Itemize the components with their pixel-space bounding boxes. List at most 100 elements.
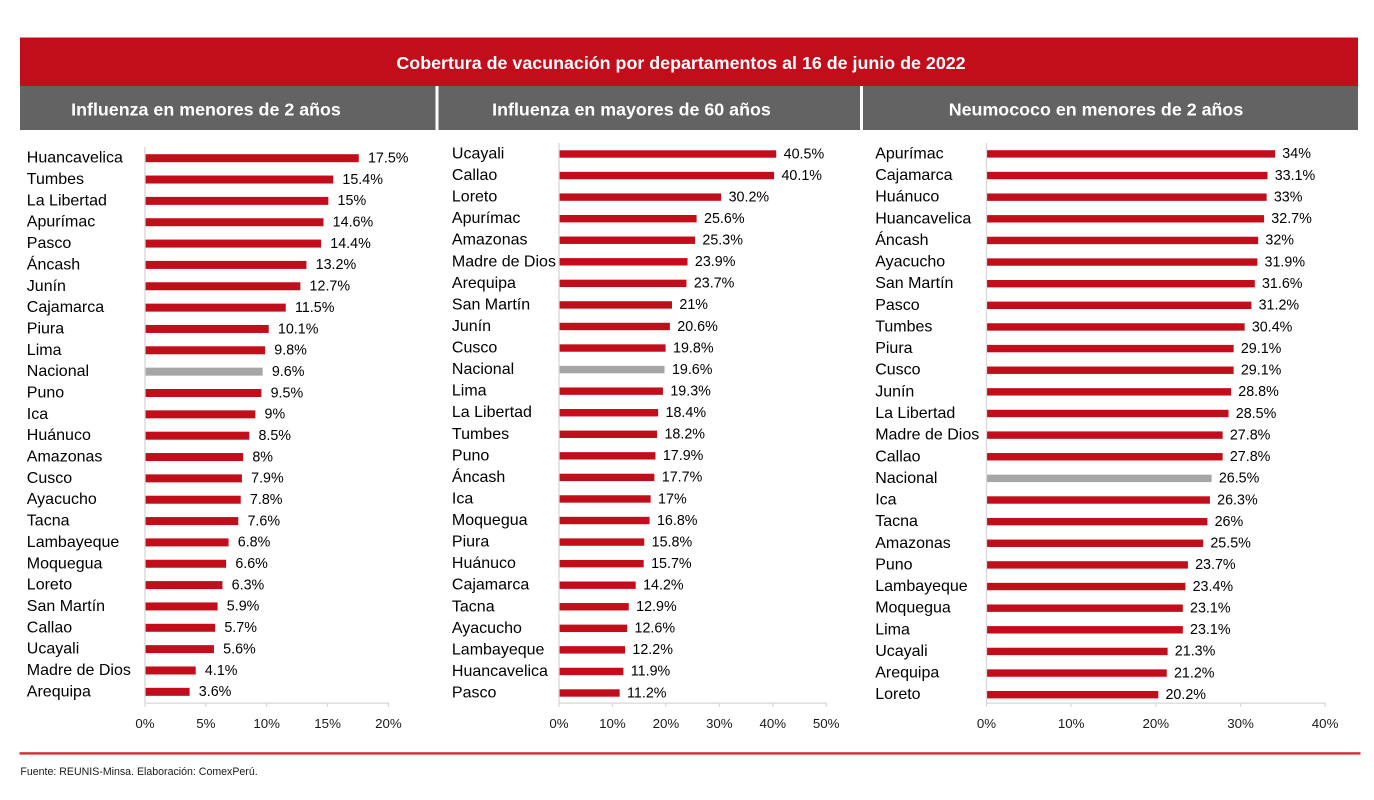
svg-text:0%: 0% [977, 716, 996, 731]
svg-text:Pasco: Pasco [875, 297, 920, 314]
svg-text:Ayacucho: Ayacucho [27, 491, 97, 508]
svg-text:9.6%: 9.6% [272, 364, 305, 380]
svg-text:15.8%: 15.8% [652, 534, 693, 550]
svg-text:Huánuco: Huánuco [452, 555, 516, 572]
svg-text:13.2%: 13.2% [316, 257, 357, 273]
svg-text:Junín: Junín [27, 278, 66, 295]
svg-text:3.6%: 3.6% [199, 684, 232, 700]
svg-text:Nacional: Nacional [452, 361, 514, 378]
svg-text:28.8%: 28.8% [1238, 384, 1279, 400]
svg-text:25.3%: 25.3% [702, 233, 743, 249]
svg-text:6.8%: 6.8% [238, 535, 271, 551]
svg-text:5.7%: 5.7% [224, 620, 257, 636]
svg-text:27.8%: 27.8% [1230, 449, 1271, 465]
svg-text:33.1%: 33.1% [1275, 168, 1316, 184]
svg-text:18.4%: 18.4% [666, 405, 707, 421]
svg-text:Apurímac: Apurímac [27, 214, 95, 231]
svg-text:32.7%: 32.7% [1271, 211, 1312, 227]
svg-text:Cobertura de vacunación por de: Cobertura de vacunación por departamento… [396, 53, 965, 73]
svg-text:40%: 40% [1312, 716, 1339, 731]
svg-text:8%: 8% [252, 449, 273, 465]
svg-text:Lima: Lima [452, 383, 487, 400]
svg-text:Loreto: Loreto [452, 189, 497, 206]
svg-text:20%: 20% [375, 716, 402, 731]
svg-text:20%: 20% [1142, 716, 1169, 731]
svg-text:20%: 20% [653, 716, 680, 731]
svg-text:Neumococo en menores de 2 años: Neumococo en menores de 2 años [949, 99, 1244, 119]
svg-text:40.1%: 40.1% [781, 168, 822, 184]
svg-text:29.1%: 29.1% [1241, 363, 1282, 379]
svg-text:19.8%: 19.8% [673, 340, 714, 356]
svg-text:12.9%: 12.9% [636, 599, 677, 615]
svg-text:Puno: Puno [875, 556, 912, 573]
svg-text:29.1%: 29.1% [1241, 341, 1282, 357]
svg-text:14.2%: 14.2% [643, 578, 684, 594]
svg-text:Madre de Dios: Madre de Dios [27, 662, 131, 679]
svg-text:La Libertad: La Libertad [27, 192, 107, 209]
svg-text:Moquegua: Moquegua [27, 555, 103, 572]
svg-text:Pasco: Pasco [27, 235, 72, 252]
svg-text:Callao: Callao [875, 448, 920, 465]
svg-text:Áncash: Áncash [875, 230, 928, 249]
svg-text:20.2%: 20.2% [1165, 687, 1206, 703]
svg-text:27.8%: 27.8% [1230, 427, 1271, 443]
svg-text:Fuente: REUNIS-Minsa. Elaborac: Fuente: REUNIS-Minsa. Elaboración: Comex… [20, 766, 257, 778]
svg-text:9%: 9% [265, 407, 286, 423]
svg-text:Nacional: Nacional [27, 363, 89, 380]
svg-text:Junín: Junín [452, 318, 491, 335]
svg-text:Piura: Piura [27, 320, 64, 337]
svg-text:Huancavelica: Huancavelica [27, 150, 123, 167]
svg-text:32%: 32% [1265, 233, 1294, 249]
svg-text:Lambayeque: Lambayeque [27, 534, 120, 551]
svg-text:0%: 0% [549, 716, 568, 731]
svg-text:San Martín: San Martín [875, 275, 953, 292]
svg-text:4.1%: 4.1% [205, 663, 238, 679]
svg-text:Lima: Lima [27, 342, 62, 359]
svg-text:Tacna: Tacna [452, 598, 495, 615]
svg-text:33%: 33% [1274, 189, 1303, 205]
svg-text:25.5%: 25.5% [1210, 536, 1251, 552]
svg-text:San Martín: San Martín [452, 296, 530, 313]
svg-text:Puno: Puno [27, 385, 64, 402]
svg-text:Huánuco: Huánuco [27, 427, 91, 444]
svg-text:Arequipa: Arequipa [452, 275, 516, 292]
svg-text:10%: 10% [253, 716, 280, 731]
svg-text:9.8%: 9.8% [274, 343, 307, 359]
svg-text:Arequipa: Arequipa [27, 683, 91, 700]
svg-text:Ucayali: Ucayali [875, 643, 927, 660]
svg-text:Pasco: Pasco [452, 685, 497, 702]
svg-text:21.3%: 21.3% [1175, 644, 1216, 660]
svg-text:Huancavelica: Huancavelica [875, 210, 971, 227]
svg-text:10.1%: 10.1% [278, 321, 319, 337]
svg-text:Apurímac: Apurímac [875, 145, 943, 162]
svg-text:Ayacucho: Ayacucho [452, 620, 522, 637]
svg-text:Lambayeque: Lambayeque [875, 578, 968, 595]
svg-text:Amazonas: Amazonas [452, 232, 528, 249]
svg-text:16.8%: 16.8% [657, 513, 698, 529]
svg-text:Cajamarca: Cajamarca [27, 299, 104, 316]
svg-text:30.2%: 30.2% [729, 189, 770, 205]
svg-text:14.6%: 14.6% [333, 215, 374, 231]
svg-text:Ayacucho: Ayacucho [875, 254, 945, 271]
svg-text:Ucayali: Ucayali [27, 641, 79, 658]
svg-text:28.5%: 28.5% [1236, 406, 1277, 422]
svg-text:40.5%: 40.5% [784, 146, 825, 162]
svg-text:Lima: Lima [875, 621, 910, 638]
svg-text:14.4%: 14.4% [330, 236, 371, 252]
svg-text:11.5%: 11.5% [295, 300, 335, 316]
svg-text:21.2%: 21.2% [1174, 665, 1215, 681]
svg-text:Ucayali: Ucayali [452, 146, 504, 163]
svg-text:17.5%: 17.5% [368, 151, 409, 167]
svg-text:17.9%: 17.9% [663, 448, 704, 464]
svg-text:23.1%: 23.1% [1190, 622, 1231, 638]
svg-text:Ica: Ica [452, 490, 473, 507]
svg-text:Nacional: Nacional [875, 470, 937, 487]
svg-text:Piura: Piura [875, 340, 912, 357]
svg-text:11.9%: 11.9% [631, 664, 671, 680]
svg-text:Junín: Junín [875, 383, 914, 400]
svg-text:La Libertad: La Libertad [875, 405, 955, 422]
svg-text:San Martín: San Martín [27, 598, 105, 615]
svg-text:9.5%: 9.5% [271, 385, 304, 401]
svg-text:31.6%: 31.6% [1262, 276, 1303, 292]
svg-text:Cusco: Cusco [452, 340, 497, 357]
